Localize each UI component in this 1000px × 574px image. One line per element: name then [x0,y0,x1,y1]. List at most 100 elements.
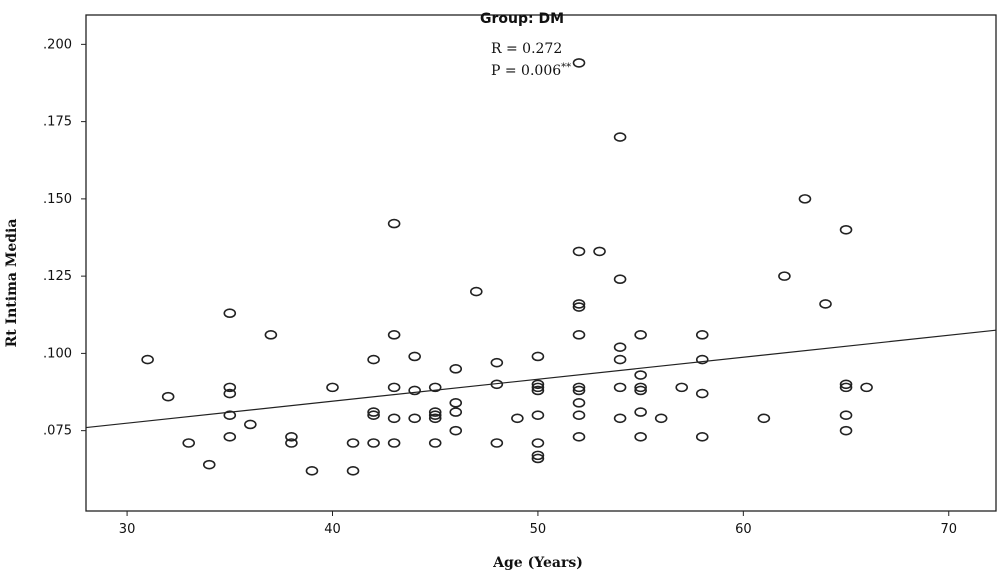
y-tick-label: .200 [43,37,72,52]
data-point [387,218,401,229]
data-point [613,382,627,393]
x-tick-label: 60 [735,522,752,537]
data-point [634,407,647,417]
data-point [490,379,504,390]
data-point [613,413,627,424]
data-point [367,407,380,417]
data-point [839,382,853,393]
data-point [572,410,586,420]
y-axis-ticks: .075 .100 .125 .150 .175 .200 [43,37,86,439]
data-point [428,407,442,417]
data-point [839,410,853,420]
data-point [572,432,586,442]
data-point [305,466,319,476]
data-point [223,410,237,420]
plot-frame [85,14,997,512]
data-point [572,58,586,68]
data-point [223,382,237,393]
data-point [634,432,647,442]
data-point [819,299,832,309]
data-point [572,398,586,408]
data-point [346,466,360,476]
data-point [449,364,463,374]
data-point [572,246,586,257]
x-tick-label: 50 [530,522,547,537]
data-point [387,382,401,393]
data-point [695,354,709,365]
data-point [572,302,586,312]
data-point [634,385,647,396]
data-point [531,410,545,420]
data-point [531,379,545,390]
data-points [141,58,873,476]
data-point [141,354,154,365]
data-point [449,425,463,436]
data-point [572,299,586,309]
data-point [182,438,196,448]
data-point [469,286,483,297]
data-point [695,432,709,442]
p-annotation-significance: ** [561,62,571,73]
data-point [531,453,545,464]
data-point [387,413,401,424]
data-point [613,342,627,353]
x-tick-label: 30 [119,522,136,537]
y-tick-label: .075 [43,424,72,439]
data-point [490,357,504,368]
data-point [531,351,545,362]
data-point [408,413,421,424]
data-point [757,413,771,424]
data-point [778,271,791,281]
data-point [408,351,421,362]
data-point [387,438,401,448]
data-point [367,410,380,420]
data-point [531,438,545,448]
data-point [531,450,545,461]
y-tick-label: .150 [43,192,72,207]
data-point [449,407,463,417]
data-point [367,354,380,365]
data-point [346,438,360,448]
data-point [839,379,853,390]
p-annotation-value: P = 0.006 [491,63,561,79]
data-point [408,385,421,396]
data-point [839,425,853,436]
data-point [634,330,647,340]
data-point [449,398,463,408]
data-point [839,224,853,235]
data-point [223,432,237,442]
data-point [202,459,216,470]
data-point [634,370,647,380]
p-annotation: P = 0.006** [491,62,571,79]
data-point [428,382,442,393]
data-point [531,385,545,396]
regression-line [85,329,997,429]
y-tick-label: .125 [43,269,72,284]
y-axis-label: Rt Intima Media [4,219,20,348]
data-point [572,330,586,340]
data-point [428,413,442,424]
data-point [634,382,647,393]
x-axis-label: Age (Years) [492,555,583,571]
data-point [572,385,586,396]
y-tick-label: .175 [43,115,72,130]
data-point [511,413,524,424]
data-point [613,274,627,285]
data-point [285,432,298,442]
data-point [572,382,586,393]
data-point [264,330,278,340]
data-point [675,382,689,393]
data-point [326,382,339,393]
data-point [695,388,709,399]
data-point [428,410,442,420]
data-point [695,330,709,340]
data-point [223,388,237,399]
data-point [428,438,442,448]
chart-title: Group: DM [480,11,564,27]
data-point [223,308,237,319]
y-tick-label: .100 [43,346,72,361]
data-point [490,438,504,448]
data-point [798,194,812,204]
data-point [613,354,627,365]
